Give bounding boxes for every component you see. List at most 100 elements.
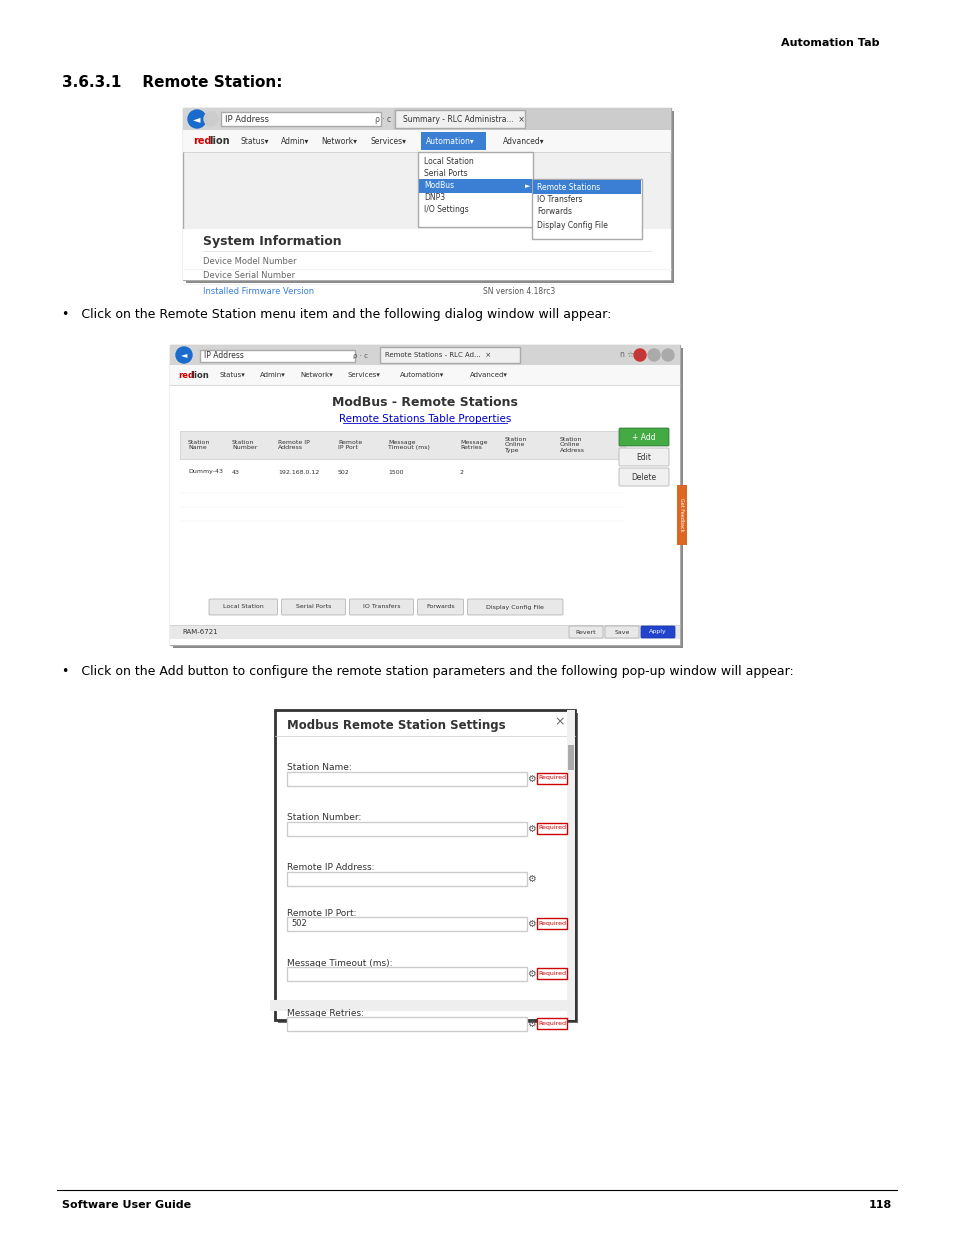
FancyBboxPatch shape — [277, 713, 578, 1023]
Text: System Information: System Information — [203, 235, 341, 247]
Text: ρ · c: ρ · c — [353, 353, 368, 359]
FancyBboxPatch shape — [287, 967, 526, 981]
Text: 43: 43 — [232, 469, 240, 474]
Text: •   Click on the Add button to configure the remote station parameters and the f: • Click on the Add button to configure t… — [62, 664, 793, 678]
FancyBboxPatch shape — [170, 345, 679, 645]
Text: Display Config File: Display Config File — [486, 604, 543, 610]
Text: red: red — [193, 136, 212, 146]
FancyBboxPatch shape — [393, 107, 670, 130]
Text: Serial Ports: Serial Ports — [423, 169, 467, 179]
Text: ►: ► — [524, 183, 530, 189]
FancyBboxPatch shape — [287, 823, 526, 836]
FancyBboxPatch shape — [677, 485, 686, 545]
Text: Remote Stations: Remote Stations — [537, 183, 599, 191]
FancyBboxPatch shape — [567, 745, 574, 769]
Text: Message
Retries: Message Retries — [459, 440, 487, 451]
Text: Forwards: Forwards — [426, 604, 455, 610]
Text: Station
Number: Station Number — [232, 440, 257, 451]
FancyBboxPatch shape — [172, 348, 682, 648]
Text: ⚙: ⚙ — [526, 874, 536, 884]
Text: Network▾: Network▾ — [299, 372, 333, 378]
Text: Station
Online
Type: Station Online Type — [504, 437, 527, 453]
Text: Admin▾: Admin▾ — [281, 137, 309, 146]
Text: + Add: + Add — [632, 432, 655, 441]
Text: 502: 502 — [291, 920, 307, 929]
Text: DNP3: DNP3 — [423, 194, 445, 203]
FancyBboxPatch shape — [349, 599, 413, 615]
Text: I/O Settings: I/O Settings — [423, 205, 468, 215]
Text: Services▾: Services▾ — [348, 372, 380, 378]
Text: 1500: 1500 — [388, 469, 403, 474]
Text: Save: Save — [614, 630, 629, 635]
Text: Display Config File: Display Config File — [537, 221, 607, 230]
Text: RAM-6721: RAM-6721 — [182, 629, 217, 635]
FancyBboxPatch shape — [170, 625, 679, 638]
FancyBboxPatch shape — [180, 466, 624, 479]
Text: Automation▾: Automation▾ — [426, 137, 475, 146]
Text: ⚙: ⚙ — [526, 1019, 536, 1029]
Text: 118: 118 — [868, 1200, 891, 1210]
FancyBboxPatch shape — [640, 626, 675, 638]
Text: Device Model Number: Device Model Number — [203, 257, 296, 266]
Text: Station
Name: Station Name — [188, 440, 211, 451]
Circle shape — [204, 112, 218, 126]
Text: ◄: ◄ — [180, 351, 187, 359]
Text: Required: Required — [537, 971, 565, 976]
FancyBboxPatch shape — [209, 599, 277, 615]
Text: Network▾: Network▾ — [320, 137, 356, 146]
Text: Advanced▾: Advanced▾ — [502, 137, 544, 146]
Text: Station Number:: Station Number: — [287, 814, 361, 823]
Text: Remote IP Port:: Remote IP Port: — [287, 909, 356, 918]
FancyBboxPatch shape — [467, 599, 562, 615]
FancyBboxPatch shape — [287, 772, 526, 785]
Text: Advanced▾: Advanced▾ — [470, 372, 507, 378]
Text: Edit: Edit — [636, 452, 651, 462]
Text: Remote Stations Table Properties: Remote Stations Table Properties — [338, 414, 511, 424]
Text: ⚙: ⚙ — [526, 774, 536, 784]
FancyBboxPatch shape — [417, 599, 463, 615]
Text: Local Station: Local Station — [223, 604, 263, 610]
Text: Delete: Delete — [631, 473, 656, 482]
Text: Local Station: Local Station — [423, 158, 474, 167]
Text: lion: lion — [209, 136, 230, 146]
Text: Message
Timeout (ms): Message Timeout (ms) — [388, 440, 430, 451]
Text: Required: Required — [537, 825, 565, 830]
Text: Admin▾: Admin▾ — [260, 372, 286, 378]
Text: 502: 502 — [337, 469, 350, 474]
Text: ⚙: ⚙ — [526, 919, 536, 929]
FancyBboxPatch shape — [618, 429, 668, 446]
Text: IO Transfers: IO Transfers — [537, 194, 582, 204]
Text: Remote Stations - RLC Ad...  ×: Remote Stations - RLC Ad... × — [385, 352, 491, 358]
Text: IP Address: IP Address — [204, 352, 244, 361]
Text: ×: × — [554, 715, 564, 729]
Text: 2: 2 — [459, 469, 463, 474]
Circle shape — [634, 350, 645, 361]
FancyBboxPatch shape — [379, 347, 519, 363]
FancyBboxPatch shape — [537, 823, 566, 834]
Text: Remote
IP Port: Remote IP Port — [337, 440, 362, 451]
Text: Automation▾: Automation▾ — [399, 372, 444, 378]
FancyBboxPatch shape — [537, 918, 566, 929]
FancyBboxPatch shape — [537, 773, 566, 784]
FancyBboxPatch shape — [287, 872, 526, 885]
Text: IO Transfers: IO Transfers — [362, 604, 400, 610]
FancyBboxPatch shape — [274, 710, 575, 1020]
FancyBboxPatch shape — [180, 431, 624, 459]
FancyBboxPatch shape — [186, 111, 673, 283]
FancyBboxPatch shape — [537, 968, 566, 979]
FancyBboxPatch shape — [604, 626, 639, 638]
FancyBboxPatch shape — [183, 107, 670, 130]
Circle shape — [647, 350, 659, 361]
Text: Remote IP
Address: Remote IP Address — [277, 440, 310, 451]
Text: ρ · c: ρ · c — [375, 115, 391, 124]
FancyBboxPatch shape — [183, 130, 670, 152]
FancyBboxPatch shape — [287, 918, 526, 931]
Text: Get Feedback: Get Feedback — [679, 498, 684, 532]
Text: SN version 4.18rc3: SN version 4.18rc3 — [482, 287, 555, 295]
FancyBboxPatch shape — [420, 132, 485, 149]
Circle shape — [175, 347, 192, 363]
FancyBboxPatch shape — [568, 626, 602, 638]
Text: Required: Required — [537, 776, 565, 781]
Text: ModBus - Remote Stations: ModBus - Remote Stations — [332, 396, 517, 410]
FancyBboxPatch shape — [170, 345, 679, 366]
